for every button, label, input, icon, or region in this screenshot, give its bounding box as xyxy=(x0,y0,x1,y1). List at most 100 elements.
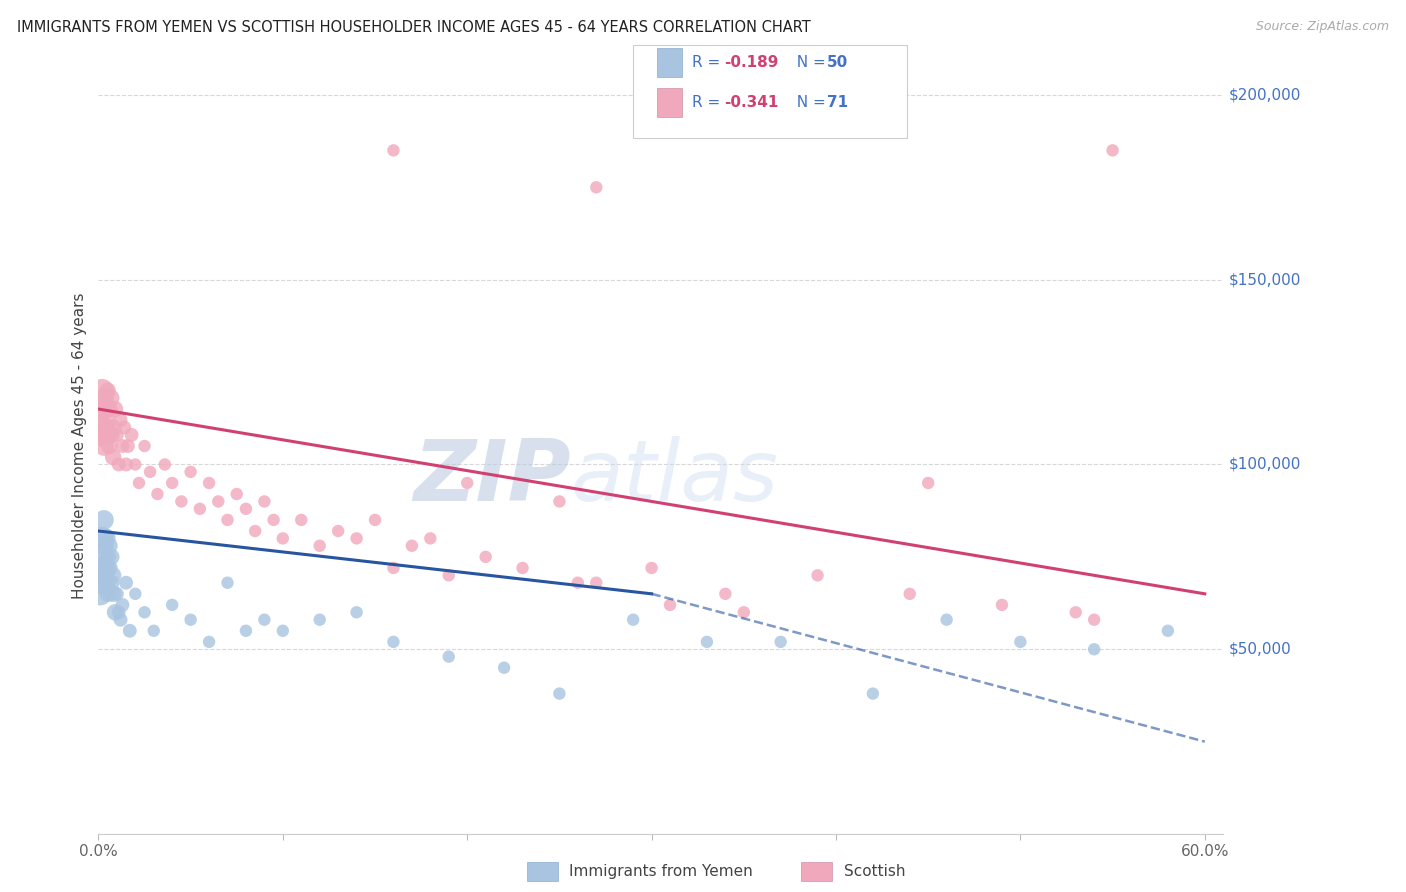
Y-axis label: Householder Income Ages 45 - 64 years: Householder Income Ages 45 - 64 years xyxy=(72,293,87,599)
Point xyxy=(217,575,239,590)
Point xyxy=(112,420,135,434)
Point xyxy=(188,501,211,516)
Point xyxy=(862,687,884,701)
Point xyxy=(94,575,117,590)
Point xyxy=(263,513,285,527)
Point xyxy=(104,402,127,417)
Point xyxy=(98,539,121,553)
Point xyxy=(198,635,221,649)
Point xyxy=(382,144,405,158)
Text: N =: N = xyxy=(787,55,831,70)
Point xyxy=(89,587,111,601)
Point xyxy=(160,475,183,490)
Point xyxy=(98,439,121,453)
Point xyxy=(93,391,115,405)
Point xyxy=(253,494,276,508)
Point xyxy=(142,624,165,638)
Point xyxy=(89,428,111,442)
Point xyxy=(124,458,146,472)
Point xyxy=(91,575,114,590)
Point xyxy=(93,539,115,553)
Point xyxy=(382,561,405,575)
Point xyxy=(235,624,257,638)
Point xyxy=(91,384,114,398)
Point xyxy=(1064,605,1087,619)
Point xyxy=(94,413,117,427)
Point xyxy=(346,532,368,546)
Point xyxy=(512,561,534,575)
Point xyxy=(346,605,368,619)
Point xyxy=(94,532,117,546)
Point xyxy=(621,613,644,627)
Point xyxy=(585,575,607,590)
Point xyxy=(585,180,607,194)
Point xyxy=(91,420,114,434)
Point xyxy=(105,428,128,442)
Point xyxy=(101,420,124,434)
Text: atlas: atlas xyxy=(571,435,779,518)
Point xyxy=(100,575,122,590)
Text: $150,000: $150,000 xyxy=(1229,272,1301,287)
Point xyxy=(437,568,460,582)
Point xyxy=(991,598,1014,612)
Point xyxy=(111,439,134,453)
Point xyxy=(97,384,120,398)
Text: 50: 50 xyxy=(827,55,848,70)
Point xyxy=(917,475,939,490)
Point xyxy=(94,561,117,575)
Text: $50,000: $50,000 xyxy=(1229,641,1292,657)
Text: $200,000: $200,000 xyxy=(1229,87,1301,103)
Point xyxy=(134,605,156,619)
Point xyxy=(696,635,718,649)
Point xyxy=(107,458,129,472)
Point xyxy=(101,568,124,582)
Point xyxy=(121,428,143,442)
Point xyxy=(101,450,124,464)
Point xyxy=(91,532,114,546)
Point xyxy=(935,613,957,627)
Text: Source: ZipAtlas.com: Source: ZipAtlas.com xyxy=(1256,20,1389,33)
Point xyxy=(115,458,138,472)
Point xyxy=(146,487,169,501)
Point xyxy=(128,475,150,490)
Point xyxy=(100,428,122,442)
Point xyxy=(98,402,121,417)
Point xyxy=(1101,144,1123,158)
Point xyxy=(1083,642,1105,657)
Text: 71: 71 xyxy=(827,95,848,110)
Text: $100,000: $100,000 xyxy=(1229,457,1301,472)
Text: N =: N = xyxy=(787,95,831,110)
Point xyxy=(94,428,117,442)
Point xyxy=(271,532,294,546)
Point xyxy=(225,487,247,501)
Point xyxy=(91,549,114,564)
Point xyxy=(110,613,132,627)
Point xyxy=(100,391,122,405)
Point xyxy=(1157,624,1180,638)
Point xyxy=(160,598,183,612)
Point xyxy=(97,587,120,601)
Point xyxy=(364,513,387,527)
Point xyxy=(101,587,124,601)
Point xyxy=(93,568,115,582)
Point xyxy=(170,494,193,508)
Point xyxy=(98,561,121,575)
Text: -0.189: -0.189 xyxy=(724,55,779,70)
Point xyxy=(437,649,460,664)
Point xyxy=(93,402,115,417)
Point xyxy=(401,539,423,553)
Point xyxy=(217,513,239,527)
Point xyxy=(110,413,132,427)
Point xyxy=(898,587,921,601)
Point xyxy=(100,549,122,564)
Text: -0.341: -0.341 xyxy=(724,95,779,110)
Point xyxy=(640,561,662,575)
Point xyxy=(456,475,478,490)
Point xyxy=(180,465,202,479)
Point xyxy=(93,513,115,527)
Text: R =: R = xyxy=(692,95,725,110)
Point xyxy=(474,549,496,564)
Text: Immigrants from Yemen: Immigrants from Yemen xyxy=(569,864,754,879)
Point xyxy=(134,439,156,453)
Point xyxy=(419,532,441,546)
